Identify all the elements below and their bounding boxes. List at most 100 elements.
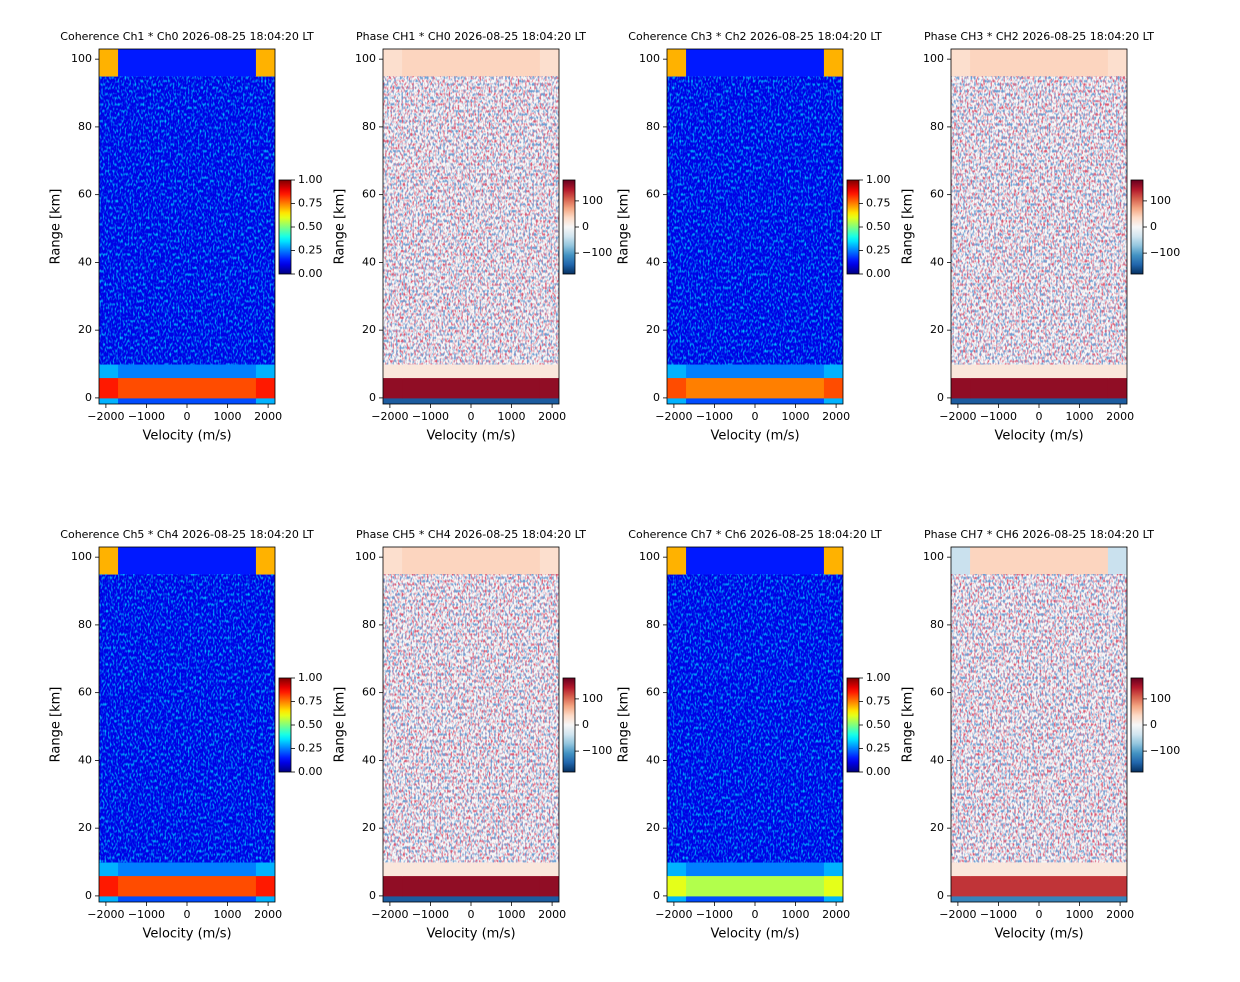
- heatmap-cell: [255, 862, 275, 877]
- heatmap-cell: [970, 875, 1109, 897]
- colorbar-tick-label: 0.75: [866, 695, 891, 708]
- colorbar: [562, 677, 576, 773]
- x-tick-label: −2000: [371, 410, 408, 423]
- colorbar: [846, 179, 860, 275]
- x-tick-label: 2000: [822, 410, 850, 423]
- heatmap-cell: [118, 397, 257, 404]
- heatmap-cell: [951, 397, 971, 404]
- x-tick-label: 1000: [498, 908, 526, 921]
- texture: [667, 574, 843, 863]
- colorbar-tick-label: 1.00: [866, 173, 891, 186]
- heatmap-cell: [667, 547, 687, 575]
- heatmap-panel: −2000 −1000 0 1000 2000020406080100Velocity …: [333, 528, 613, 942]
- heatmap-cell: [951, 49, 971, 77]
- heatmap-cell: [402, 377, 541, 399]
- y-tick-label: 100: [923, 550, 944, 563]
- y-tick-label: 80: [362, 120, 376, 133]
- x-tick-label: 2000: [538, 908, 566, 921]
- cells: [951, 547, 1127, 902]
- colorbar-tick-label: 0.50: [866, 718, 891, 731]
- heatmap-cell: [970, 895, 1109, 902]
- heatmap-cell: [667, 875, 687, 897]
- heatmap-cell: [667, 49, 687, 77]
- x-tick-label: −1000: [412, 908, 449, 921]
- y-tick-label: 80: [930, 618, 944, 631]
- x-tick-label: 1000: [782, 908, 810, 921]
- y-axis-label: Range [km]: [333, 189, 348, 265]
- heatmap-cell: [686, 49, 825, 77]
- panel-title: Coherence Ch1 * Ch0 2026-08-25 18:04:20 …: [60, 30, 314, 43]
- heatmap-cell: [402, 547, 541, 575]
- heatmap-cell: [118, 895, 257, 902]
- heatmap-cell: [99, 875, 119, 897]
- y-tick-label: 100: [71, 52, 92, 65]
- y-tick-label: 20: [646, 323, 660, 336]
- x-tick-label: 0: [752, 410, 759, 423]
- heatmap-cell: [970, 862, 1109, 877]
- y-tick-label: 100: [923, 52, 944, 65]
- heatmap-cell: [402, 397, 541, 404]
- x-tick-label: 0: [752, 908, 759, 921]
- y-tick-label: 20: [930, 821, 944, 834]
- x-tick-label: 0: [1036, 908, 1043, 921]
- x-tick-label: −2000: [939, 908, 976, 921]
- y-axis-label: Range [km]: [49, 687, 64, 763]
- y-tick-label: 100: [639, 550, 660, 563]
- y-tick-label: 40: [362, 753, 376, 766]
- cells: [99, 547, 275, 902]
- x-tick-label: 0: [468, 410, 475, 423]
- heatmap-cell: [402, 364, 541, 379]
- colorbar-tick-label: 0.00: [298, 765, 323, 778]
- heatmap-cell: [402, 862, 541, 877]
- heatmap-cell: [667, 862, 687, 877]
- x-tick-label: 2000: [1106, 908, 1134, 921]
- heatmap-cell: [118, 862, 257, 877]
- colorbar: [278, 179, 292, 275]
- x-tick-label: 2000: [254, 410, 282, 423]
- x-tick-label: 1000: [214, 908, 242, 921]
- x-tick-label: −2000: [87, 410, 124, 423]
- x-tick-label: 1000: [1066, 410, 1094, 423]
- colorbar-tick-label: −100: [1150, 744, 1180, 757]
- heatmap-cell: [823, 862, 843, 877]
- heatmap-cell: [686, 364, 825, 379]
- cells: [951, 49, 1127, 404]
- heatmap-cell: [539, 49, 559, 77]
- y-tick-label: 20: [646, 821, 660, 834]
- y-tick-label: 80: [362, 618, 376, 631]
- x-tick-label: −1000: [980, 410, 1017, 423]
- heatmap-cell: [823, 377, 843, 399]
- heatmap-cell: [255, 547, 275, 575]
- y-tick-label: 80: [646, 120, 660, 133]
- heatmap-cell: [951, 364, 971, 379]
- colorbar-tick-label: 0: [582, 718, 589, 731]
- heatmap-cell: [383, 397, 403, 404]
- heatmap-cell: [99, 895, 119, 902]
- x-tick-label: 2000: [822, 908, 850, 921]
- y-tick-label: 60: [930, 188, 944, 201]
- y-tick-label: 0: [85, 889, 92, 902]
- heatmap-cell: [970, 49, 1109, 77]
- heatmap-cell: [1107, 875, 1127, 897]
- y-tick-label: 100: [355, 52, 376, 65]
- y-tick-label: 100: [71, 550, 92, 563]
- x-axis-label: Velocity (m/s): [994, 927, 1083, 942]
- x-axis-label: Velocity (m/s): [710, 429, 799, 444]
- x-tick-label: −1000: [128, 908, 165, 921]
- heatmap-cell: [951, 547, 971, 575]
- heatmap-cell: [823, 364, 843, 379]
- colorbar: [1130, 677, 1144, 773]
- heatmap-panel: −2000 −1000 0 1000 2000020406080100Velocity …: [617, 30, 891, 444]
- heatmap-cell: [255, 397, 275, 404]
- heatmap-cell: [99, 377, 119, 399]
- y-tick-label: 80: [78, 120, 92, 133]
- colorbar-tick-label: 0: [1150, 220, 1157, 233]
- texture: [951, 76, 1127, 365]
- colorbar-tick-label: 0.00: [866, 765, 891, 778]
- heatmap-cell: [823, 895, 843, 902]
- y-tick-label: 60: [78, 686, 92, 699]
- heatmap-cell: [118, 547, 257, 575]
- heatmap-cell: [539, 364, 559, 379]
- texture: [99, 574, 275, 863]
